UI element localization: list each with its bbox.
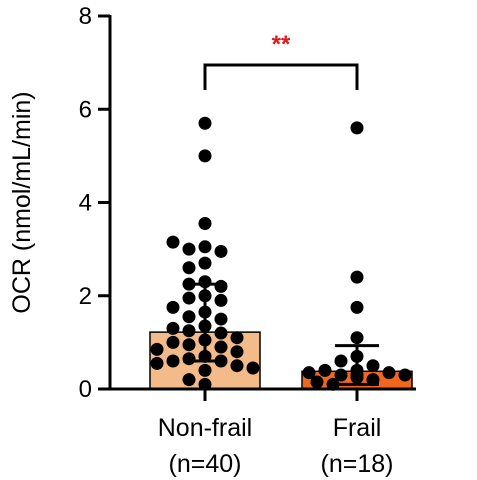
data-point <box>182 310 196 324</box>
data-point <box>366 359 380 373</box>
data-point <box>198 363 212 377</box>
data-point <box>182 242 196 256</box>
y-tick-label: 4 <box>79 190 92 217</box>
data-point <box>334 354 348 368</box>
data-point <box>214 340 228 354</box>
data-point <box>230 331 244 345</box>
data-point <box>214 293 228 307</box>
data-point <box>334 368 348 382</box>
y-tick-label: 8 <box>79 3 92 30</box>
data-point <box>166 321 180 335</box>
significance-bracket <box>203 63 359 90</box>
y-ticks-layer: 0 2 4 6 8 <box>79 3 110 403</box>
category-label: Frail <box>333 414 382 442</box>
category-n-label: (n=40) <box>169 450 242 478</box>
data-point <box>198 149 212 163</box>
data-point <box>310 375 324 389</box>
points-layer <box>150 116 412 391</box>
data-point <box>182 373 196 387</box>
data-point <box>302 366 316 380</box>
data-point <box>182 338 196 352</box>
error-bars-layer <box>183 282 379 386</box>
category-n-label: (n=18) <box>321 450 394 478</box>
data-point <box>214 326 228 340</box>
data-point <box>350 331 364 345</box>
data-point <box>182 261 196 275</box>
data-point <box>182 324 196 338</box>
data-point <box>198 256 212 270</box>
y-tick-label: 2 <box>79 283 92 310</box>
data-point <box>198 240 212 254</box>
data-point <box>350 121 364 135</box>
data-point <box>382 366 396 380</box>
data-point <box>166 300 180 314</box>
y-axis-title: OCR (nmol/mL/min) <box>8 91 36 313</box>
data-point <box>166 335 180 349</box>
data-point <box>214 279 228 293</box>
data-point <box>350 300 364 314</box>
data-point <box>166 354 180 368</box>
data-point <box>150 342 164 356</box>
y-tick-label: 0 <box>79 376 92 403</box>
data-point <box>350 270 364 284</box>
data-point <box>318 363 332 377</box>
data-point <box>150 356 164 370</box>
data-point <box>230 345 244 359</box>
category-labels-layer: Non-frail (n=40) Frail (n=18) <box>158 389 394 478</box>
category-label: Non-frail <box>158 414 252 442</box>
data-point <box>182 291 196 305</box>
significance-layer: ** <box>203 31 359 90</box>
data-point <box>246 361 260 375</box>
data-point <box>198 216 212 230</box>
data-point <box>182 352 196 366</box>
significance-label: ** <box>272 31 291 58</box>
data-point <box>214 312 228 326</box>
data-point <box>214 244 228 258</box>
data-point <box>166 235 180 249</box>
data-point <box>198 116 212 130</box>
data-point <box>398 368 412 382</box>
y-tick-label: 6 <box>79 96 92 123</box>
data-point <box>230 359 244 373</box>
